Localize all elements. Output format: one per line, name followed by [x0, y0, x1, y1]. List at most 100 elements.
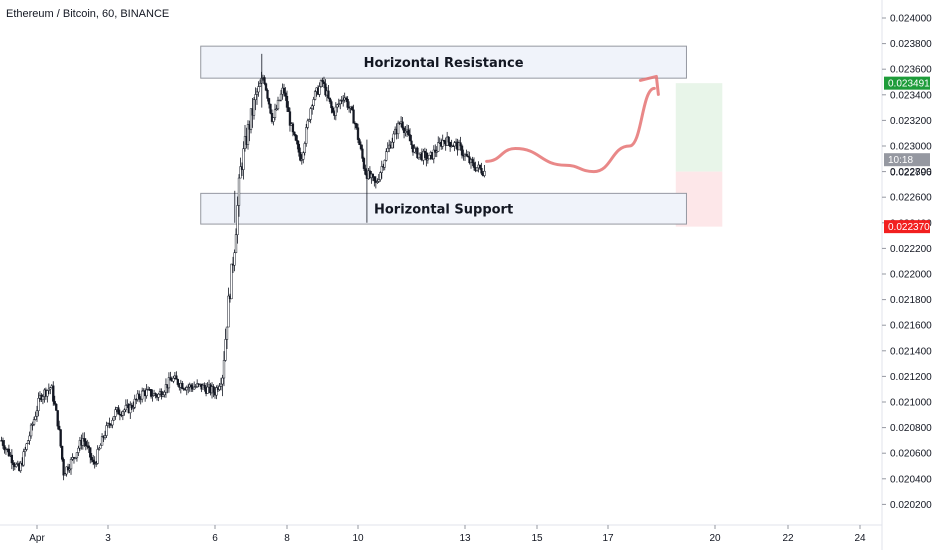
candle-body	[22, 451, 25, 466]
candle-body	[242, 148, 245, 170]
x-tick-label: 3	[105, 533, 111, 544]
candle-body	[377, 179, 380, 182]
candle-body	[302, 152, 305, 160]
support-label: Horizontal Support	[374, 203, 513, 218]
candle-body	[129, 404, 132, 414]
candle-body	[111, 419, 114, 426]
candle-body	[279, 93, 283, 101]
candle-body	[49, 387, 52, 390]
candle-body	[483, 170, 486, 176]
target-zone	[675, 83, 723, 172]
price-tag-timer	[884, 153, 930, 167]
y-tick-label: 0.021600	[890, 321, 932, 332]
candle-body	[53, 401, 56, 405]
y-tick-label: 0.023000	[890, 142, 932, 153]
candle-body	[478, 164, 482, 169]
candle-body	[35, 410, 39, 417]
candle-body	[239, 166, 242, 179]
y-tick-label: 0.023800	[890, 39, 932, 50]
candle-body	[379, 172, 382, 180]
candle-body	[225, 326, 229, 340]
candle-body	[422, 150, 425, 161]
candle-body	[89, 447, 92, 458]
candle-body	[300, 159, 303, 161]
candle-body	[457, 142, 461, 151]
y-tick-label: 0.023400	[890, 90, 932, 101]
candle-body	[219, 383, 223, 387]
candle-body	[426, 158, 429, 161]
candle-body	[386, 148, 389, 152]
candle-body	[230, 263, 233, 300]
candle-body	[55, 403, 58, 411]
candle-body	[294, 134, 298, 141]
candle-body	[212, 386, 215, 393]
candle-body	[425, 152, 428, 161]
x-tick-label: 15	[531, 533, 543, 544]
candle-body	[99, 445, 102, 449]
x-tick-label: 24	[854, 533, 866, 544]
candle-body	[133, 398, 136, 408]
x-tick-label: 10	[352, 533, 364, 544]
candle-body	[410, 140, 413, 146]
y-tick-label: 0.022600	[890, 193, 932, 204]
candle-body	[401, 121, 404, 129]
candle-body	[185, 387, 188, 391]
price-tag-target	[884, 76, 930, 90]
candle-body	[392, 133, 395, 143]
candle-body	[453, 142, 456, 147]
x-tick-label: 8	[284, 533, 290, 544]
candle-body	[371, 173, 375, 177]
candle-body	[60, 445, 64, 460]
projection-arrow	[485, 86, 656, 174]
candle-body	[75, 452, 79, 459]
candle-body	[25, 443, 28, 450]
candle-body	[339, 100, 342, 105]
candle-body	[224, 339, 227, 361]
candle-body	[66, 466, 70, 471]
candle-body	[435, 150, 438, 153]
candle-body	[391, 141, 394, 149]
projection-arrow-head	[638, 74, 660, 96]
candle-body	[69, 459, 73, 470]
y-tick-label: 0.020800	[890, 423, 932, 434]
candle-body	[164, 384, 168, 393]
candle-body	[234, 234, 238, 253]
candle-body	[103, 435, 107, 439]
candle-body	[275, 108, 278, 111]
candle-body	[266, 89, 269, 99]
candle-body	[41, 396, 45, 400]
candle-body	[138, 393, 141, 399]
candle-body	[359, 144, 363, 150]
candle-body	[46, 390, 49, 397]
candle-body	[334, 106, 337, 116]
x-tick-label: 13	[459, 533, 471, 544]
candle-body	[47, 388, 50, 391]
candle-body	[451, 145, 455, 147]
candle-body	[65, 466, 68, 475]
candle-body	[161, 394, 165, 397]
candle-body	[337, 103, 340, 105]
candle-body	[327, 90, 330, 99]
candle-body	[305, 127, 308, 144]
candle-body	[319, 80, 323, 87]
x-tick-label: 6	[212, 533, 218, 544]
candle-body	[221, 377, 224, 385]
candle-body	[19, 462, 22, 471]
candle-body	[154, 393, 157, 396]
candle-body	[149, 389, 153, 397]
candle-body	[428, 154, 431, 160]
candle-body	[83, 438, 86, 442]
candle-body	[318, 86, 321, 95]
candle-body	[267, 98, 271, 105]
x-tick-label: 17	[602, 533, 614, 544]
candle-body	[416, 147, 419, 159]
candle-body	[169, 377, 172, 381]
candle-body	[358, 139, 361, 145]
candle-body	[123, 409, 126, 412]
candle-body	[330, 101, 333, 109]
candle-body	[465, 154, 468, 157]
candle-body	[3, 445, 6, 451]
candle-body	[181, 383, 184, 389]
